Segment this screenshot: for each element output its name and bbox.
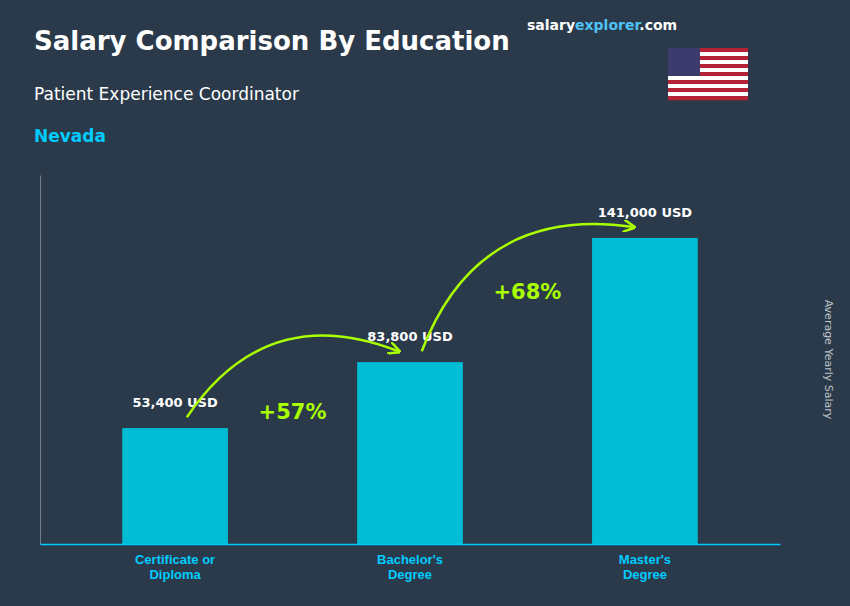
value-label: 53,400 USD (132, 395, 218, 410)
pct-label: +57% (259, 400, 327, 424)
x-tick-label: Bachelor'sDegree (377, 552, 443, 583)
flag-stripe (668, 88, 748, 92)
title: Salary Comparison By Education (34, 26, 510, 56)
x-axis-line (41, 544, 781, 546)
watermark-part: .com (639, 17, 677, 33)
x-tick-label: Master'sDegree (619, 552, 671, 583)
bar (357, 362, 463, 544)
watermark-part: salary (527, 17, 575, 33)
x-tick: Bachelor'sDegree (377, 544, 443, 582)
flag-stripe (668, 80, 748, 84)
x-tick: Master'sDegree (619, 544, 671, 582)
x-axis: Certificate orDiploma Bachelor'sDegree Mas… (41, 544, 781, 582)
y-axis-line (40, 176, 41, 545)
watermark: salaryexplorer.com (527, 17, 677, 33)
subtitle: Patient Experience Coordinator (34, 84, 299, 104)
flag-stripe (668, 84, 748, 88)
bar (122, 428, 228, 544)
y-axis-label: Average Yearly Salary (822, 300, 835, 420)
location: Nevada (34, 126, 106, 146)
value-label: 83,800 USD (367, 329, 453, 344)
bars (122, 238, 698, 544)
flag-stripe (668, 76, 748, 80)
flag-stripe (668, 96, 748, 100)
y-axis (40, 176, 41, 545)
flag-canton (668, 48, 700, 76)
arrow (422, 224, 633, 351)
value-label: 141,000 USD (598, 205, 693, 220)
chart: Salary Comparison By Education Patient Ex… (0, 0, 850, 606)
background (0, 0, 850, 606)
flag (668, 48, 748, 100)
x-tick: Certificate orDiploma (135, 544, 215, 582)
bar (592, 238, 698, 544)
pct-label: +68% (494, 280, 562, 304)
flag-stripe (668, 92, 748, 96)
x-tick-label: Certificate orDiploma (135, 552, 215, 583)
plot: Certificate orDiploma Bachelor'sDegree Mas… (41, 176, 781, 583)
watermark-part: explorer (575, 17, 641, 33)
value-labels: 53,400 USD 83,800 USD 141,000 USD (132, 205, 692, 410)
annotations: +57% +68% (187, 224, 633, 424)
